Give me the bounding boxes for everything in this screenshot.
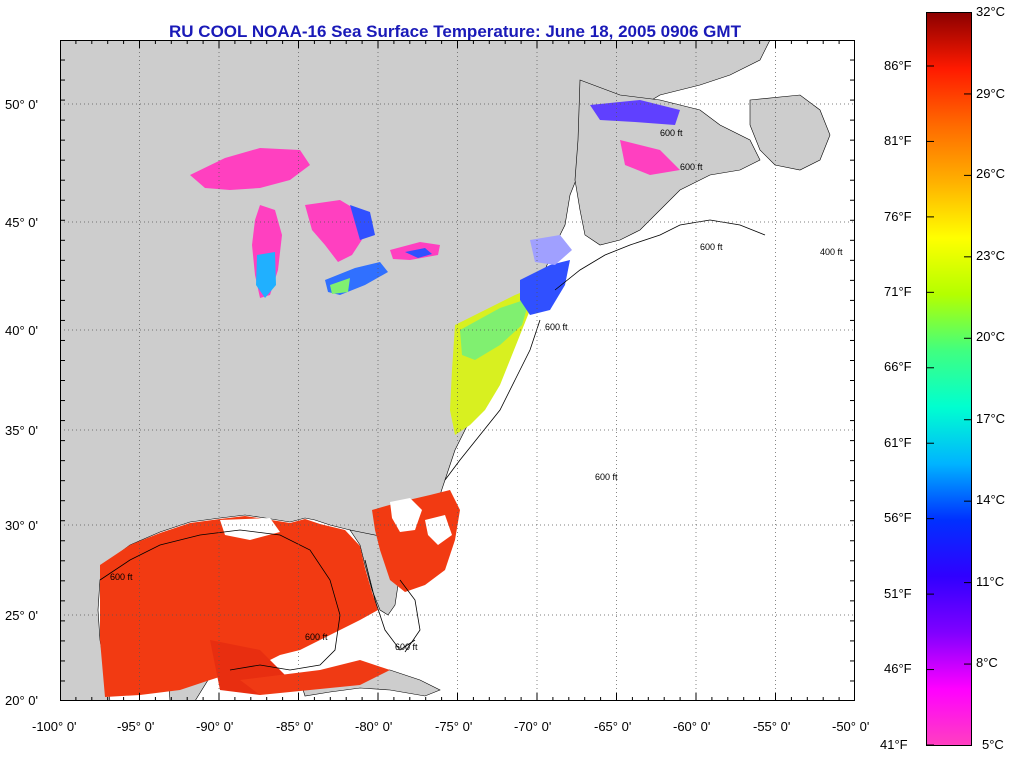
lat-label: 40° 0' — [5, 323, 38, 338]
colorbar-c-label: 11°C — [976, 574, 1005, 589]
lon-label: -100° 0' — [32, 719, 77, 734]
colorbar-c-label: 17°C — [976, 411, 1006, 426]
contour-label: 600 ft — [700, 242, 723, 252]
temperature-colorbar — [926, 12, 972, 746]
lake-huron — [305, 200, 365, 262]
sst-st-lawrence — [590, 100, 680, 125]
lon-label: -60° 0' — [673, 719, 711, 734]
contour-labels: 600 ft 600 ft 600 ft 600 ft 600 ft 600 ft 600 … — [110, 128, 843, 652]
land-newfoundland — [749, 94, 831, 171]
colorbar-f-label: 66°F — [884, 359, 912, 374]
lon-label: -50° 0' — [832, 719, 870, 734]
contour-label: 600 ft — [110, 572, 133, 582]
contour-label: 600 ft — [395, 642, 418, 652]
lon-label: -70° 0' — [514, 719, 552, 734]
colorbar-c-label: 8°C — [976, 655, 998, 670]
lat-label: 50° 0' — [5, 97, 38, 112]
sst-map: 600 ft 600 ft 600 ft 600 ft 600 ft 600 ft 600 … — [60, 40, 855, 701]
contour-label: 600 ft — [305, 632, 328, 642]
colorbar-c-label: 26°C — [976, 166, 1006, 181]
sst-gulf-of-mexico — [100, 516, 378, 697]
colorbar-f-label: 71°F — [884, 284, 912, 299]
colorbar-c-label: 14°C — [976, 492, 1006, 507]
colorbar-c-label: 23°C — [976, 248, 1006, 263]
colorbar-f-label: 81°F — [884, 133, 912, 148]
lat-label: 45° 0' — [5, 215, 38, 230]
depth-contours — [99, 219, 766, 671]
lon-label: -85° 0' — [276, 719, 314, 734]
lon-label: -55° 0' — [753, 719, 791, 734]
lat-label: 30° 0' — [5, 518, 38, 533]
map-ticks — [60, 40, 855, 701]
colorbar-f-label: 41°F — [880, 737, 908, 752]
contour-label: 600 ft — [595, 472, 618, 482]
colorbar-f-label: 61°F — [884, 435, 912, 450]
lon-label: -65° 0' — [594, 719, 632, 734]
colorbar-f-label: 51°F — [884, 586, 912, 601]
contour-label: 600 ft — [660, 128, 683, 138]
contour-label: 400 ft — [820, 247, 843, 257]
lon-label: -90° 0' — [196, 719, 234, 734]
colorbar-c-label: 5°C — [982, 737, 1004, 752]
colorbar-c-label: 32°C — [976, 4, 1006, 19]
colorbar-f-label: 46°F — [884, 661, 912, 676]
colorbar-c-label: 29°C — [976, 86, 1006, 101]
lat-label: 20° 0' — [5, 693, 38, 708]
lat-label: 35° 0' — [5, 423, 38, 438]
lon-label: -75° 0' — [435, 719, 473, 734]
sst-gulf-of-maine — [520, 260, 570, 315]
lon-label: -80° 0' — [355, 719, 393, 734]
colorbar-f-label: 56°F — [884, 510, 912, 525]
lake-superior — [190, 148, 310, 190]
sst-caribbean — [240, 660, 390, 695]
contour-label: 600 ft — [680, 162, 703, 172]
chart-title: RU COOL NOAA-16 Sea Surface Temperature:… — [169, 22, 741, 41]
colorbar-c-label: 20°C — [976, 329, 1006, 344]
graticule — [60, 40, 855, 701]
lon-label: -95° 0' — [117, 719, 155, 734]
colorbar-f-label: 76°F — [884, 209, 912, 224]
lat-label: 25° 0' — [5, 608, 38, 623]
colorbar-f-label: 86°F — [884, 58, 912, 73]
contour-label: 600 ft — [545, 322, 568, 332]
